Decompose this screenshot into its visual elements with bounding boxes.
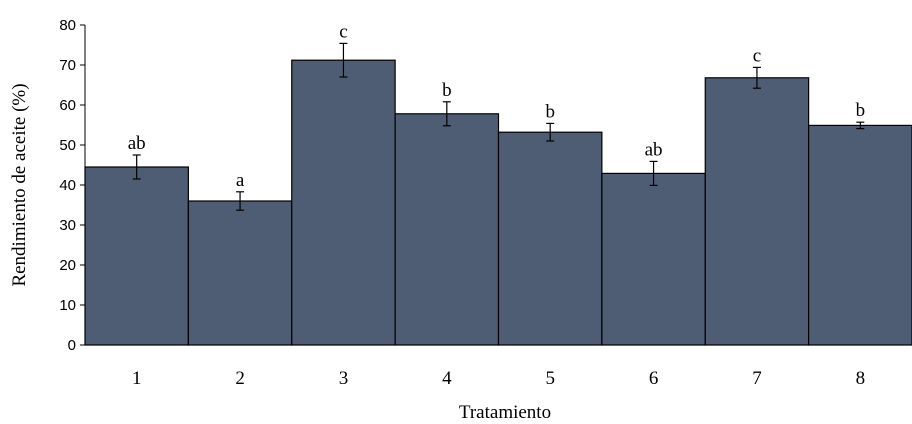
significance-label-1: ab bbox=[128, 133, 146, 154]
significance-label-6: ab bbox=[645, 139, 663, 160]
y-tick-label: 30 bbox=[59, 217, 76, 234]
y-tick-label: 50 bbox=[59, 137, 76, 154]
x-tick-label: 6 bbox=[649, 368, 659, 389]
x-tick-label: 3 bbox=[339, 368, 349, 389]
bar-6 bbox=[601, 172, 706, 346]
bar-5 bbox=[497, 131, 603, 346]
x-axis-ticks: 1 2 3 4 5 6 7 8 bbox=[132, 368, 865, 389]
significance-label-5: b bbox=[545, 101, 555, 122]
x-tick-label: 7 bbox=[752, 368, 762, 389]
x-tick-label: 1 bbox=[132, 368, 142, 389]
x-tick-label: 5 bbox=[545, 368, 555, 389]
bar-1 bbox=[84, 166, 189, 346]
significance-label-8: b bbox=[856, 100, 866, 121]
y-tick-label: 80 bbox=[59, 17, 76, 34]
bar-4 bbox=[394, 113, 500, 346]
y-tick-label: 0 bbox=[68, 337, 76, 354]
y-tick-label: 20 bbox=[59, 257, 76, 274]
significance-label-4: b bbox=[442, 80, 452, 101]
bar-2 bbox=[187, 200, 293, 346]
error-bar-5 bbox=[546, 122, 555, 142]
bar-8 bbox=[808, 124, 912, 346]
significance-label-2: a bbox=[236, 170, 245, 191]
y-tick-label: 60 bbox=[59, 97, 76, 114]
bar-3 bbox=[291, 59, 396, 346]
error-bar-6 bbox=[649, 160, 658, 186]
bar-7 bbox=[704, 77, 810, 346]
significance-label-3: c bbox=[339, 21, 347, 42]
error-bar-3 bbox=[339, 42, 348, 78]
x-tick-label: 8 bbox=[856, 368, 866, 389]
y-axis-title: Rendimiento de aceite (%) bbox=[9, 83, 30, 286]
x-axis-title: Tratamiento bbox=[459, 402, 551, 423]
y-tick-label: 10 bbox=[59, 297, 76, 314]
error-bar-1 bbox=[132, 154, 141, 180]
x-tick-label: 4 bbox=[442, 368, 452, 389]
y-tick-label: 40 bbox=[59, 177, 76, 194]
error-bar-2 bbox=[236, 191, 245, 211]
y-tick-label: 70 bbox=[59, 57, 76, 74]
x-tick-label: 2 bbox=[235, 368, 245, 389]
error-bar-8 bbox=[856, 121, 865, 130]
error-bar-4 bbox=[442, 101, 451, 127]
y-axis-ticks: 0 10 20 30 40 50 60 70 80 bbox=[59, 17, 85, 354]
bars: ab a c b b ab c b bbox=[84, 21, 912, 346]
error-bar-7 bbox=[752, 66, 761, 89]
significance-label-7: c bbox=[753, 45, 761, 66]
